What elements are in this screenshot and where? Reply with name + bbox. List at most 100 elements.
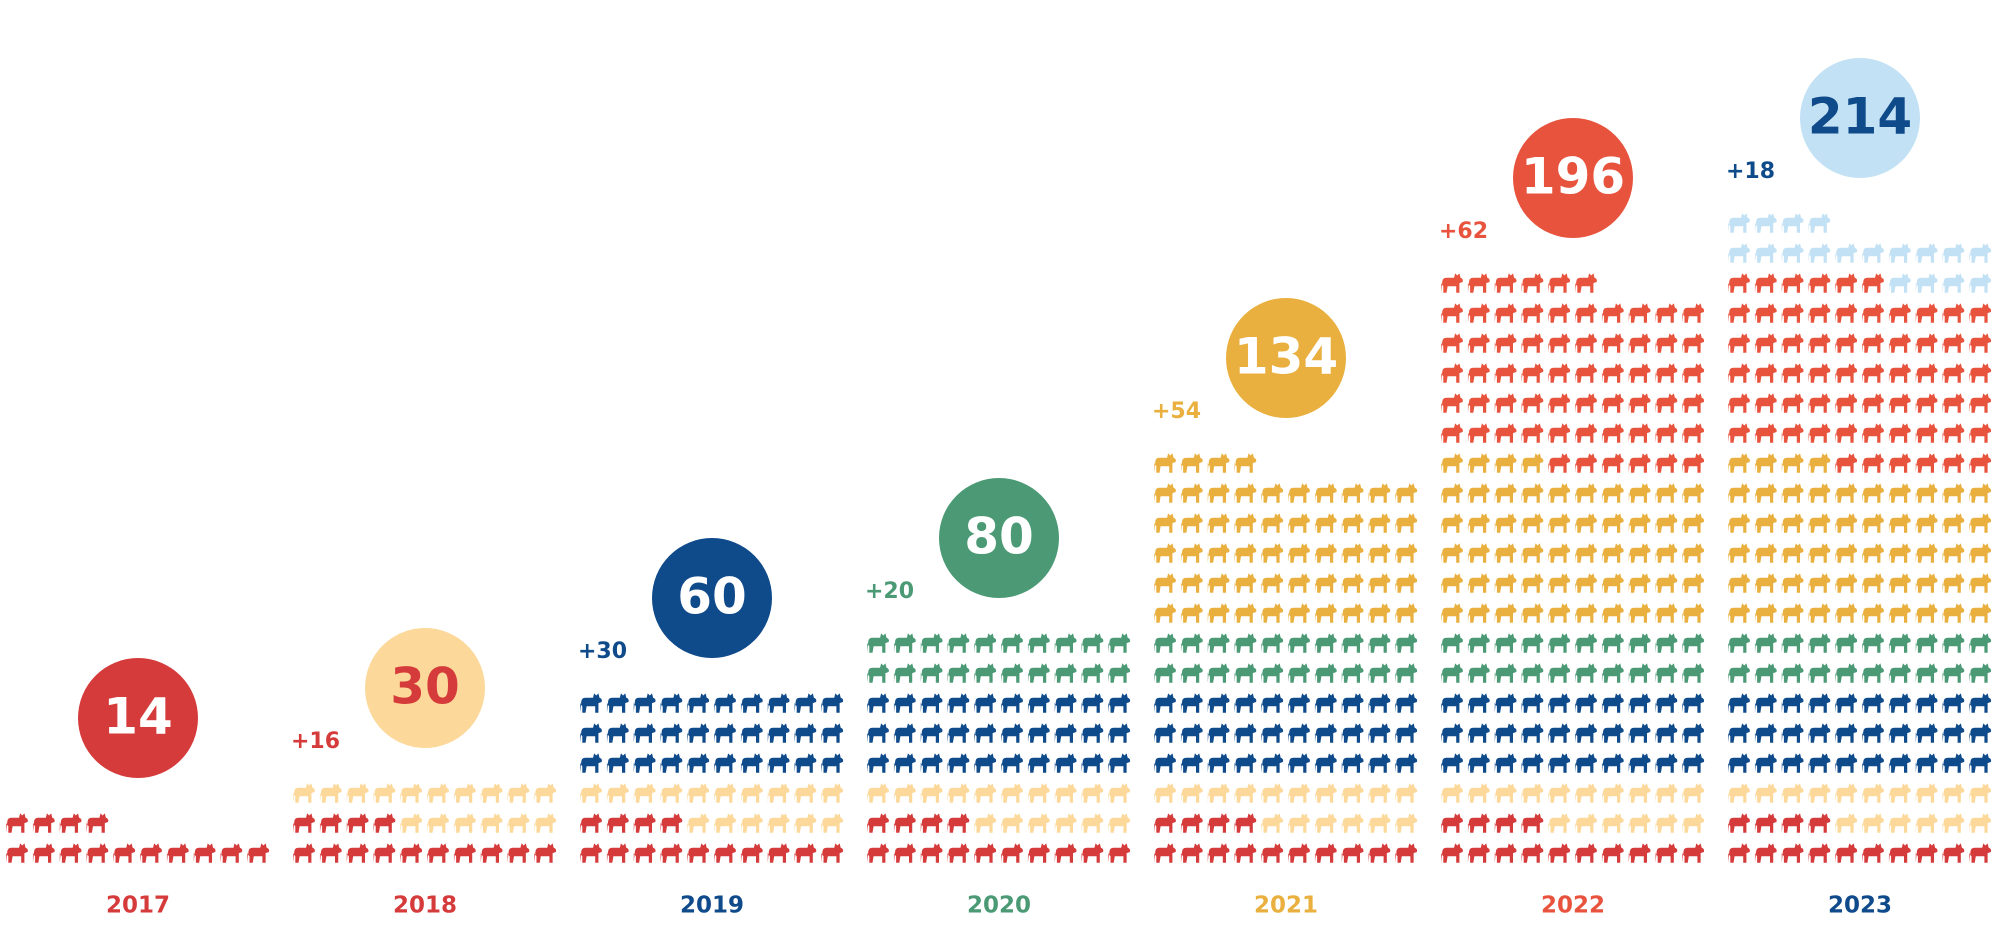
pet-icon <box>1441 273 1463 293</box>
pet-icon <box>1441 573 1463 593</box>
pet-icon <box>1575 513 1597 533</box>
pet-icon <box>1081 753 1104 773</box>
pet-icon <box>1888 513 1911 533</box>
pet-icon <box>400 813 423 833</box>
pet-icon <box>687 783 710 803</box>
pet-icon <box>1601 333 1624 353</box>
pet-icon <box>534 813 557 833</box>
pet-icon <box>1314 693 1337 713</box>
pet-icon <box>1494 663 1517 683</box>
pet-icon <box>1341 693 1364 713</box>
pet-icon <box>1207 603 1230 623</box>
total-circle <box>1800 58 1920 178</box>
pet-icon <box>1154 693 1176 713</box>
pet-icon <box>660 693 683 713</box>
pet-icon <box>1655 483 1678 503</box>
pet-icon <box>1027 753 1050 773</box>
pet-icon <box>1467 303 1490 323</box>
pet-icon <box>1154 633 1176 653</box>
pet-icon <box>400 783 423 803</box>
pet-icon <box>1368 783 1391 803</box>
pet-icon <box>453 813 476 833</box>
pet-icon <box>821 813 844 833</box>
pet-icon <box>714 783 736 803</box>
pet-icon <box>1575 573 1597 593</box>
pet-icon <box>1521 483 1544 503</box>
pet-icon <box>1027 663 1050 683</box>
pet-icon <box>1888 423 1911 443</box>
pet-icon <box>1862 573 1884 593</box>
pet-icon <box>373 813 396 833</box>
pet-icon <box>1728 693 1750 713</box>
pet-icon <box>1888 453 1911 473</box>
pet-icon <box>1969 783 1992 803</box>
pet-icon <box>1781 483 1804 503</box>
pet-icon <box>1781 333 1804 353</box>
pet-icon <box>1781 543 1804 563</box>
pet-icon <box>1180 513 1203 533</box>
pet-icon <box>1494 693 1517 713</box>
pet-icon <box>1969 843 1992 863</box>
pet-icon <box>1368 723 1391 743</box>
pet-icon <box>1207 513 1230 533</box>
pet-icon <box>893 813 916 833</box>
pet-icon <box>1781 663 1804 683</box>
pet-icon <box>1467 633 1490 653</box>
pet-icon <box>1395 693 1418 713</box>
pet-icon <box>1655 813 1678 833</box>
pet-icon <box>1835 693 1858 713</box>
pet-icon <box>1915 303 1938 323</box>
pet-icon <box>1207 753 1230 773</box>
pet-icon <box>1682 573 1705 593</box>
pet-icon <box>1154 483 1176 503</box>
pet-icon <box>32 843 55 863</box>
pet-icon <box>1467 273 1490 293</box>
pet-icon <box>1288 693 1310 713</box>
pet-icon <box>1575 273 1597 293</box>
pet-icon <box>1655 543 1678 563</box>
pet-icon <box>794 783 817 803</box>
pet-icon <box>1601 783 1624 803</box>
pet-icon <box>1441 513 1463 533</box>
pet-icon <box>1601 543 1624 563</box>
icon-group <box>580 693 844 773</box>
pet-icon <box>1234 453 1257 473</box>
x-tick-label: 2023 <box>1828 893 1892 919</box>
pet-icon <box>1888 603 1911 623</box>
pet-icon <box>1781 453 1804 473</box>
pet-icon <box>1628 783 1651 803</box>
pet-icon <box>1441 843 1463 863</box>
pet-icon <box>1835 303 1858 323</box>
pet-icon <box>1054 843 1077 863</box>
pet-icon <box>140 843 162 863</box>
pet-icon <box>633 693 656 713</box>
pet-icon <box>1494 723 1517 743</box>
pet-icon <box>1969 603 1992 623</box>
pet-icon <box>867 783 889 803</box>
total-circle <box>1513 118 1633 238</box>
pet-icon <box>1180 843 1203 863</box>
pet-icon <box>1682 453 1705 473</box>
pet-icon <box>1628 423 1651 443</box>
pet-icon <box>1548 303 1571 323</box>
pet-icon <box>1054 723 1077 743</box>
pet-icon <box>1655 573 1678 593</box>
pet-icon <box>1180 633 1203 653</box>
pet-icon <box>947 783 970 803</box>
pet-icon <box>794 753 817 773</box>
pet-icon <box>1754 423 1777 443</box>
pet-icon <box>1915 783 1938 803</box>
pet-icon <box>1154 663 1176 683</box>
pet-icon <box>1682 693 1705 713</box>
pet-icon <box>580 723 602 743</box>
pet-icon <box>1969 723 1992 743</box>
pet-icon <box>1341 663 1364 683</box>
pet-icon <box>220 843 243 863</box>
pet-icon <box>1655 633 1678 653</box>
pet-icon <box>947 843 970 863</box>
pet-icon <box>1969 693 1992 713</box>
pet-icon <box>1261 753 1284 773</box>
pet-icon <box>1314 813 1337 833</box>
pet-icon <box>1368 483 1391 503</box>
pet-icon <box>1575 603 1597 623</box>
